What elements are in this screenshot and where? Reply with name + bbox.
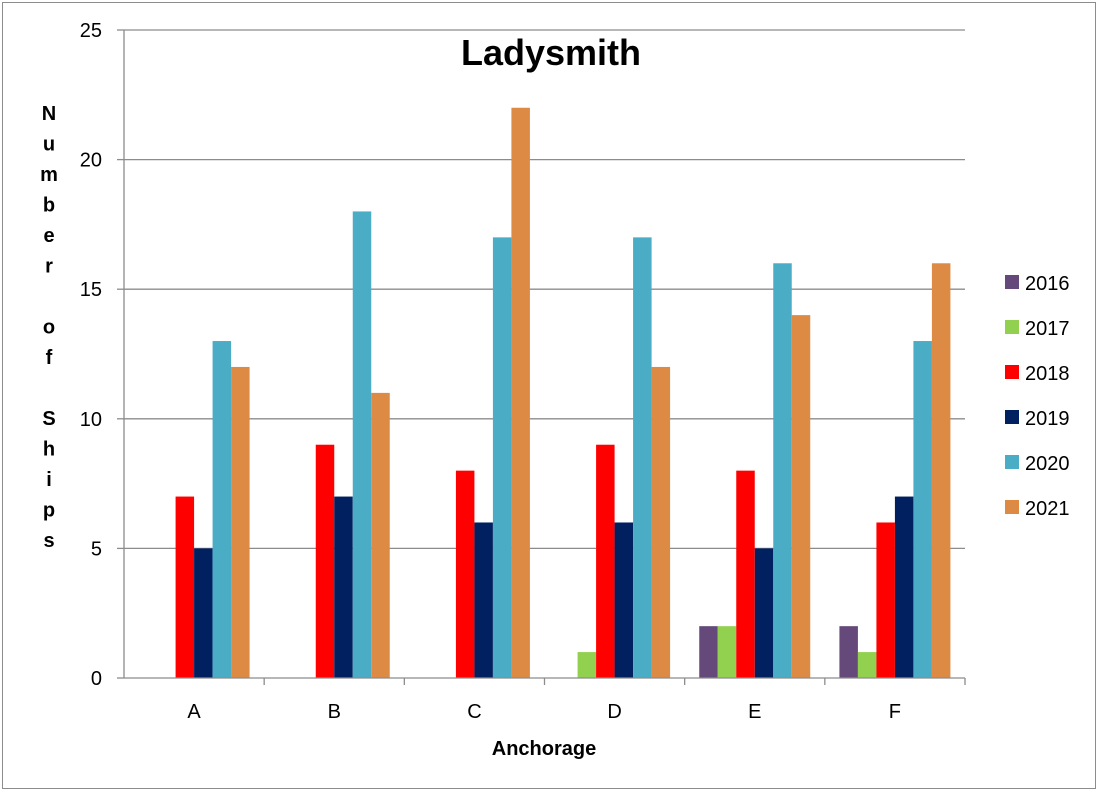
- legend-swatch-2016: [1005, 275, 1019, 289]
- legend-label-2018: 2018: [1025, 363, 1070, 385]
- legend-label-2021: 2021: [1025, 498, 1070, 520]
- legend-swatch-2021: [1005, 500, 1019, 514]
- bar-B-2019: [334, 496, 353, 678]
- y-axis-title-letter: s: [43, 530, 54, 552]
- legend: 2016 2017 2018 2019 2020 2021: [1005, 273, 1070, 520]
- y-tick-label: 0: [91, 668, 102, 690]
- bar-A-2019: [194, 548, 213, 678]
- y-axis-title-letter: i: [46, 469, 52, 491]
- bar-D-2021: [651, 366, 671, 678]
- y-axis-title-letter: m: [40, 164, 58, 186]
- bar-E-2019: [754, 548, 774, 678]
- bar-B-2020: [352, 211, 372, 678]
- x-axis-title: Anchorage: [492, 738, 596, 760]
- y-axis-title-letter: N: [42, 103, 56, 125]
- legend-label-2019: 2019: [1025, 408, 1070, 430]
- bar-D-2018: [596, 444, 615, 678]
- legend-swatch-2017: [1005, 320, 1019, 334]
- y-axis-title-letter: r: [45, 256, 53, 278]
- bar-C-2018: [455, 470, 475, 678]
- y-tick-label: 25: [80, 20, 102, 42]
- x-tick-label-A: A: [187, 701, 201, 723]
- y-axis-title-letter: b: [43, 195, 55, 217]
- bar-E-2017: [717, 626, 737, 678]
- bar-F-2018: [876, 522, 895, 678]
- bar-E-2020: [773, 263, 792, 678]
- y-axis-title-letter: p: [43, 500, 55, 522]
- y-tick-label: 10: [80, 409, 102, 431]
- legend-swatch-2018: [1005, 365, 1019, 379]
- bar-E-2018: [736, 470, 755, 678]
- bars: [175, 107, 951, 679]
- legend-swatch-2020: [1005, 455, 1019, 469]
- y-axis-title-letter: e: [43, 225, 54, 247]
- gridlines: [117, 29, 966, 685]
- legend-label-2020: 2020: [1025, 453, 1070, 475]
- bar-C-2019: [474, 522, 493, 678]
- bar-F-2021: [931, 263, 951, 678]
- y-axis-title-letter: S: [42, 408, 55, 430]
- chart-title: Ladysmith: [461, 32, 641, 73]
- bar-D-2019: [614, 522, 634, 678]
- bar-A-2020: [212, 341, 232, 678]
- bar-F-2016: [839, 626, 858, 678]
- y-tick-label: 5: [91, 538, 102, 560]
- bar-D-2020: [633, 237, 652, 679]
- x-tick-label-C: C: [467, 701, 481, 723]
- legend-label-2016: 2016: [1025, 273, 1070, 295]
- bar-F-2019: [894, 496, 914, 678]
- bar-E-2021: [791, 315, 811, 678]
- y-axis-title-letter: o: [43, 317, 55, 339]
- y-tick-label: 15: [80, 279, 102, 301]
- bar-B-2018: [315, 444, 335, 678]
- bar-A-2021: [231, 366, 250, 678]
- x-tick-label-B: B: [328, 701, 341, 723]
- x-tick-labels: A B C D E F: [187, 701, 901, 723]
- bar-D-2017: [577, 652, 597, 678]
- legend-label-2017: 2017: [1025, 318, 1070, 340]
- axes: [123, 30, 965, 679]
- legend-swatch-2019: [1005, 410, 1019, 424]
- bar-A-2018: [175, 496, 195, 678]
- bar-F-2017: [857, 652, 877, 678]
- y-tick-labels: 0 5 10 15 20 25: [80, 20, 102, 690]
- y-axis-title-letter: f: [46, 347, 53, 369]
- bar-F-2020: [913, 341, 932, 678]
- bar-B-2021: [371, 392, 390, 678]
- bar-C-2021: [511, 107, 530, 678]
- bar-E-2016: [699, 626, 718, 678]
- bar-C-2020: [492, 237, 512, 679]
- x-tick-label-E: E: [748, 701, 761, 723]
- y-axis-title-letter: h: [43, 439, 55, 461]
- y-tick-label: 20: [80, 150, 102, 172]
- x-tick-label-F: F: [889, 701, 901, 723]
- y-axis-title-letter: u: [43, 134, 55, 156]
- x-tick-label-D: D: [607, 701, 621, 723]
